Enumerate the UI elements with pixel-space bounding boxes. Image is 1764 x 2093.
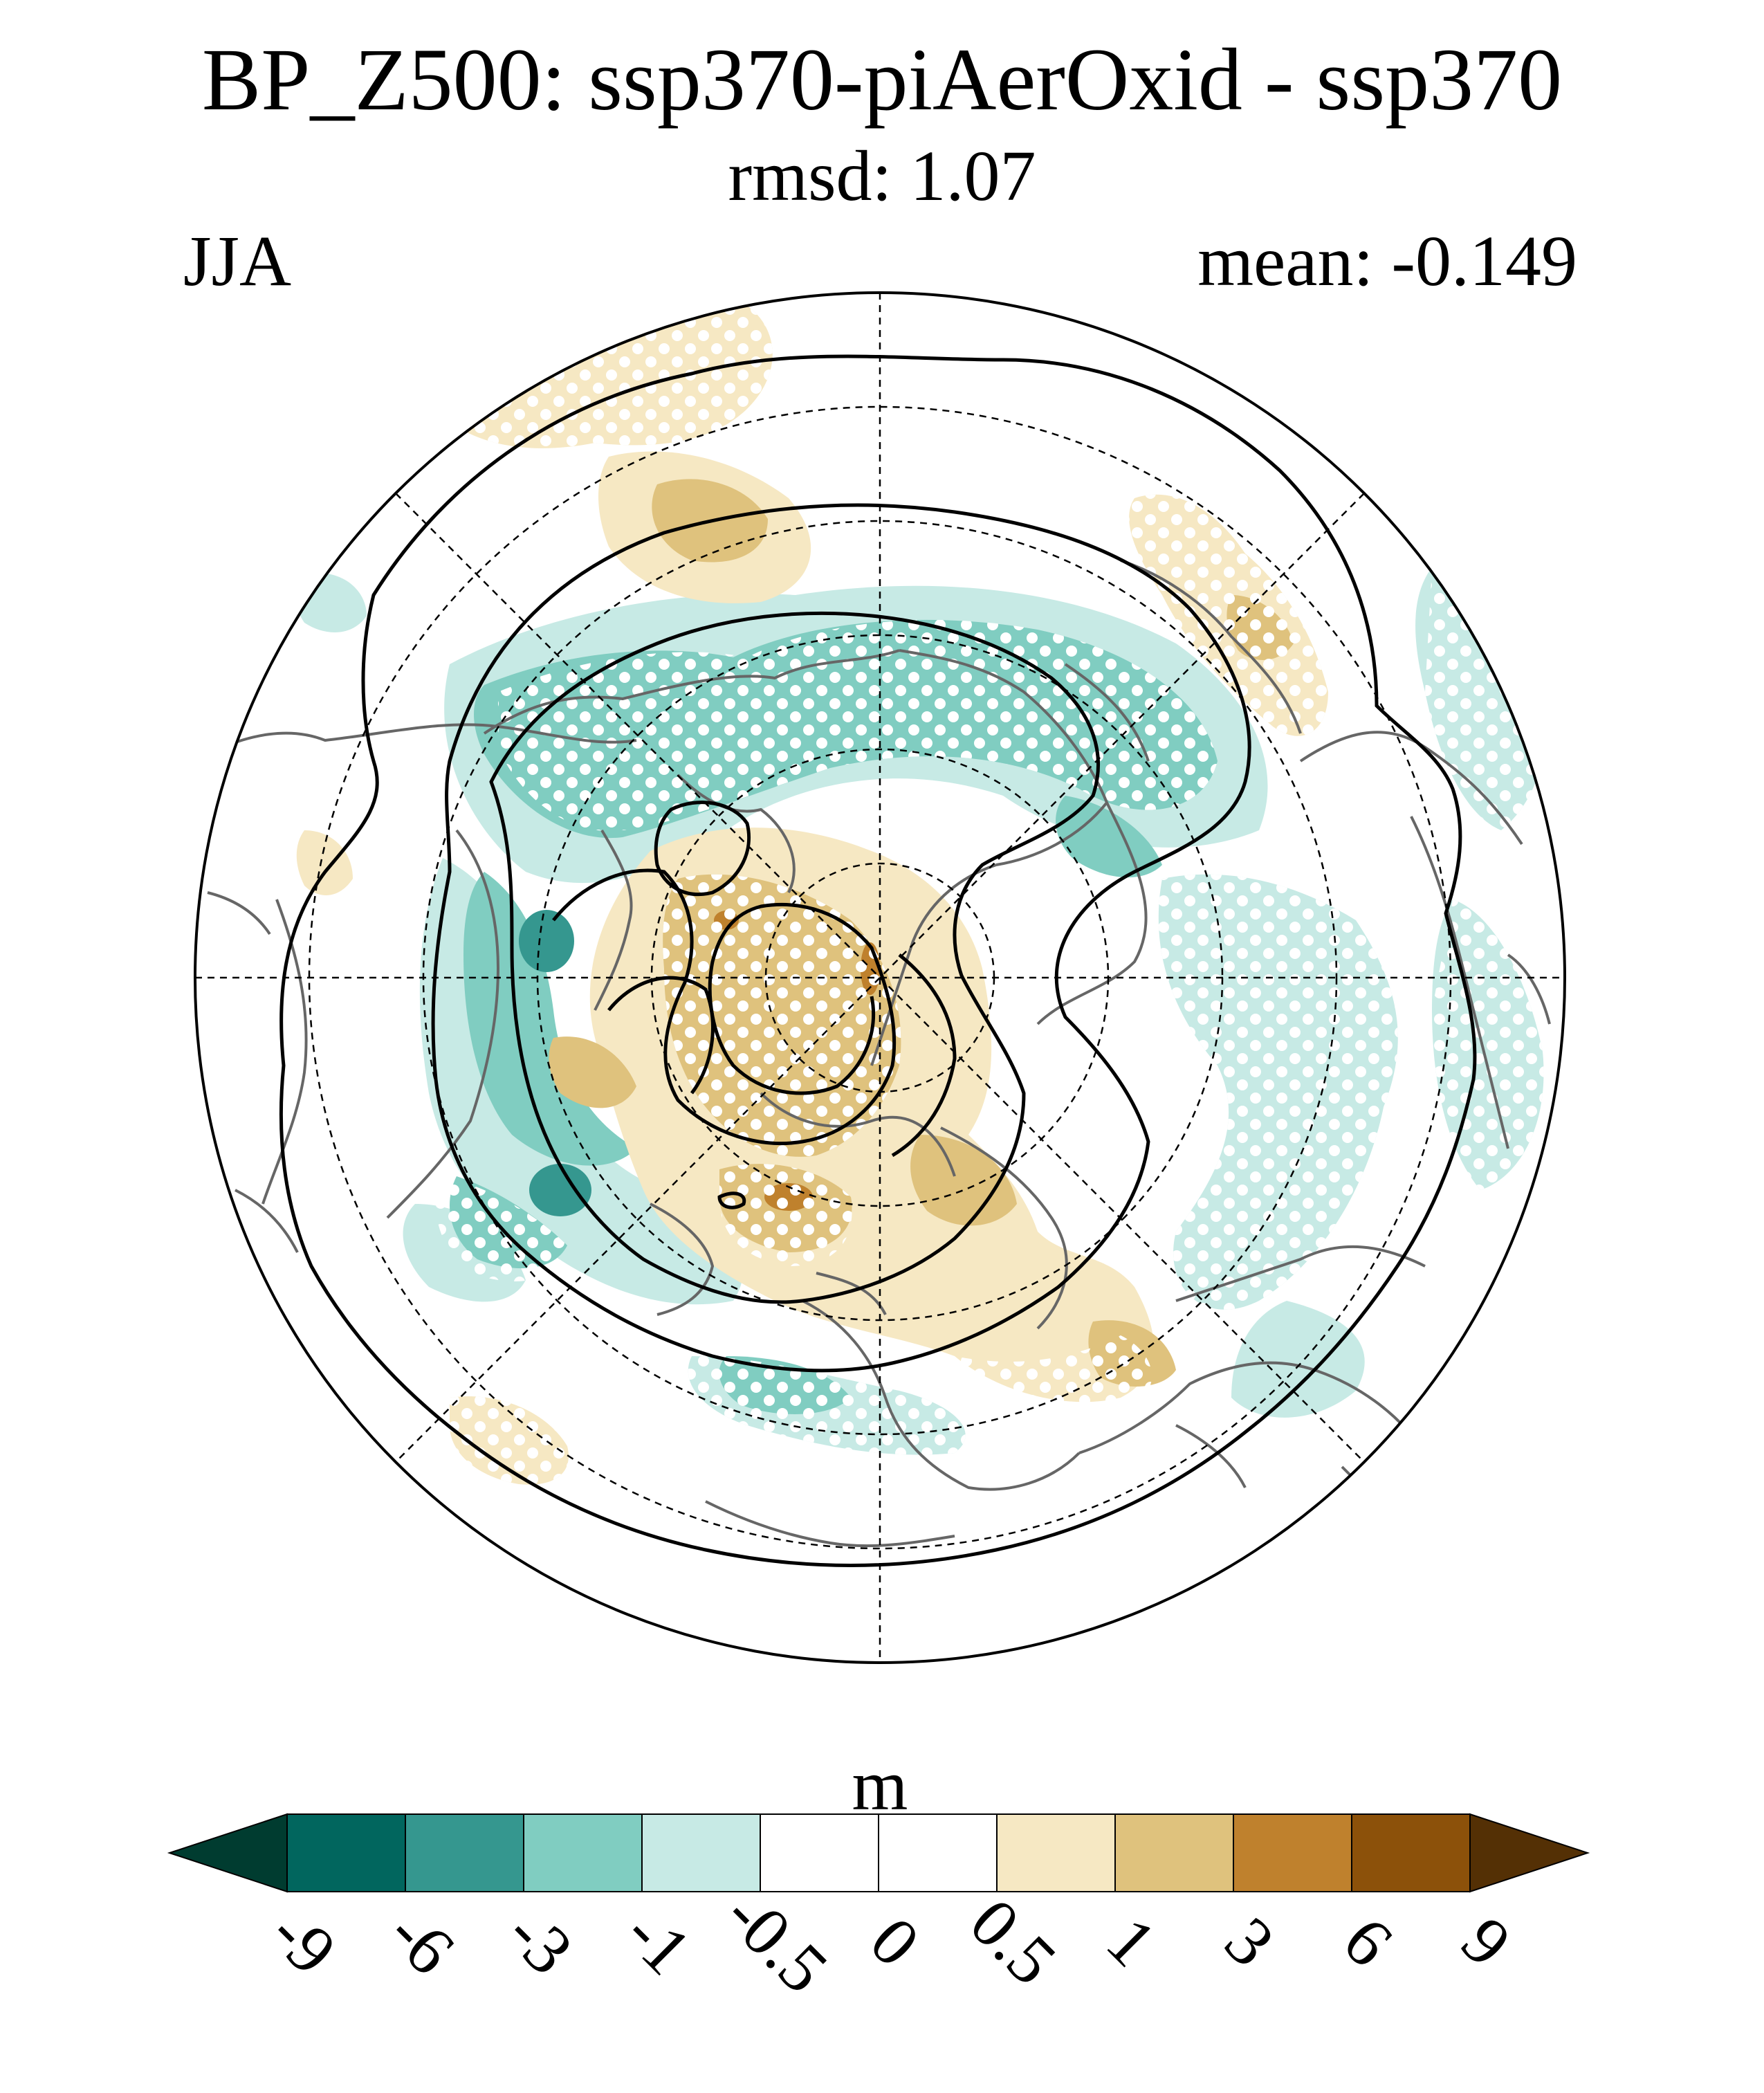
colorbar-tick-label: -3 [493, 1894, 587, 1989]
field-dark-teal [519, 910, 591, 1216]
mean-label: mean: -0.149 [1197, 221, 1577, 301]
climatology-contours [279, 354, 1477, 1567]
colorbar-box [760, 1813, 879, 1892]
colorbar-tick-label: 1 [1092, 1902, 1171, 1981]
colorbar-tick-label: 3 [1211, 1902, 1289, 1981]
figure-title: BP_Z500: ssp370-piAerOxid - ssp370 [201, 30, 1563, 129]
colorbar-tick-label: -6 [374, 1894, 469, 1989]
significance-stippling [436, 293, 1547, 1485]
colorbar-box [1233, 1813, 1352, 1892]
rmsd-label: rmsd: 1.07 [728, 136, 1036, 216]
colorbar-box [641, 1813, 761, 1892]
colorbar-box [878, 1813, 998, 1892]
polar-map [194, 291, 1566, 1664]
colorbar-tick-label: 0 [856, 1902, 935, 1981]
colorbar-box [286, 1813, 406, 1892]
colorbar-tick-label: -9 [256, 1894, 351, 1989]
colorbar-labels: -9 -6 -3 -1 -0.5 0 0.5 1 3 6 9 [256, 1876, 1526, 2007]
colorbar-tick-label: -0.5 [710, 1876, 842, 2007]
colorbar-box [1351, 1813, 1471, 1892]
colorbar-box [523, 1813, 643, 1892]
season-label: JJA [183, 221, 292, 301]
colorbar-extend-low [167, 1813, 288, 1893]
colorbar-tick-label: 9 [1447, 1902, 1526, 1981]
colorbar-extend-high [1469, 1813, 1590, 1893]
colorbar-units: m [852, 1746, 908, 1825]
colorbar-tick-label: 6 [1329, 1902, 1408, 1981]
colorbar-box [996, 1813, 1116, 1892]
colorbar-box [405, 1813, 524, 1892]
graticule [195, 293, 1565, 1663]
colorbar-boxes [167, 1813, 1590, 1893]
colorbar-tick-label: 0.5 [955, 1884, 1071, 2000]
colorbar-box [1114, 1813, 1234, 1892]
map-boundary [194, 291, 1566, 1664]
colorbar-tick-label: -1 [611, 1894, 706, 1989]
